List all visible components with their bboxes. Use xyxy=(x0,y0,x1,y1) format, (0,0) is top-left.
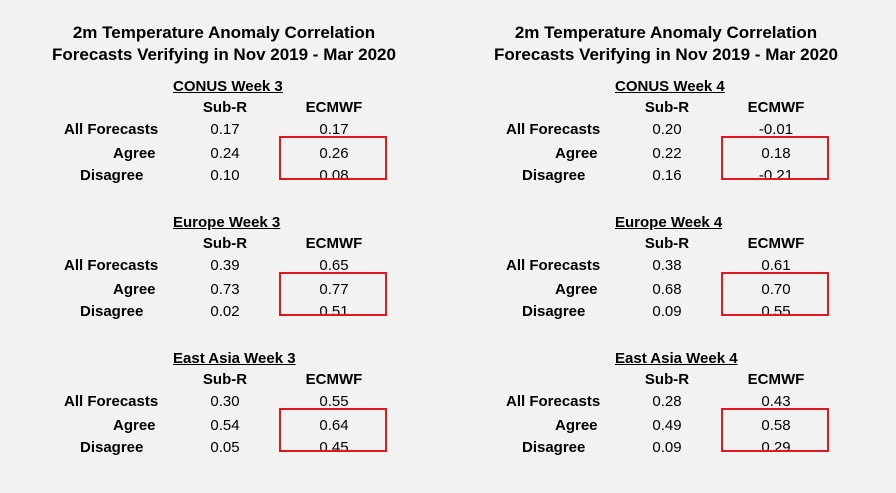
subr-value: 0.09 xyxy=(652,303,682,320)
ecmwf-value: 0.64 xyxy=(319,417,349,434)
subr-value: 0.17 xyxy=(210,121,240,138)
col-header-ecmwf: ECMWF xyxy=(747,371,805,388)
block-title: Europe Week 4 xyxy=(615,214,723,231)
row-label: Disagree xyxy=(522,303,586,320)
east-asia-week3-table: East Asia Week 3 Sub-R ECMWF All Forecas… xyxy=(0,350,448,480)
row-label: Agree xyxy=(555,145,598,162)
col-header-subr: Sub-R xyxy=(202,371,248,388)
subr-value: 0.16 xyxy=(652,167,682,184)
block-title: East Asia Week 3 xyxy=(173,350,296,367)
highlight-box xyxy=(721,136,829,180)
east-asia-week4-table: East Asia Week 4 Sub-R ECMWF All Forecas… xyxy=(442,350,890,480)
row-agree: Agree 0.54 0.64 xyxy=(0,417,448,437)
row-all-forecasts: All Forecasts 0.39 0.65 xyxy=(0,257,448,277)
ecmwf-value: 0.55 xyxy=(319,393,349,410)
subr-value: 0.49 xyxy=(652,417,682,434)
ecmwf-value: 0.17 xyxy=(319,121,349,138)
subr-value: 0.30 xyxy=(210,393,240,410)
block-title: East Asia Week 4 xyxy=(615,350,738,367)
subr-value: 0.22 xyxy=(652,145,682,162)
row-all-forecasts: All Forecasts 0.28 0.43 xyxy=(442,393,890,413)
ecmwf-value: 0.58 xyxy=(761,417,791,434)
highlight-box xyxy=(279,272,387,316)
title-line-2: Forecasts Verifying in Nov 2019 - Mar 20… xyxy=(494,45,838,64)
subr-value: 0.39 xyxy=(210,257,240,274)
row-label: Disagree xyxy=(522,167,586,184)
highlight-box xyxy=(721,272,829,316)
row-label: Agree xyxy=(555,281,598,298)
ecmwf-value: 0.26 xyxy=(319,145,349,162)
col-header-ecmwf: ECMWF xyxy=(747,99,805,116)
subr-value: 0.02 xyxy=(210,303,240,320)
col-header-ecmwf: ECMWF xyxy=(305,371,363,388)
subr-value: 0.38 xyxy=(652,257,682,274)
row-label: Agree xyxy=(113,417,156,434)
row-label: All Forecasts xyxy=(64,393,159,410)
ecmwf-value: 0.70 xyxy=(761,281,791,298)
subr-value: 0.68 xyxy=(652,281,682,298)
row-all-forecasts: All Forecasts 0.17 0.17 xyxy=(0,121,448,141)
row-label: Disagree xyxy=(80,439,144,456)
title-line-1: 2m Temperature Anomaly Correlation xyxy=(72,23,376,42)
row-agree: Agree 0.73 0.77 xyxy=(0,281,448,301)
col-header-subr: Sub-R xyxy=(644,371,690,388)
row-agree: Agree 0.24 0.26 xyxy=(0,145,448,165)
block-title: CONUS Week 3 xyxy=(173,78,283,95)
panel-title: 2m Temperature Anomaly Correlation Forec… xyxy=(0,22,448,66)
ecmwf-value: 0.65 xyxy=(319,257,349,274)
row-agree: Agree 0.68 0.70 xyxy=(442,281,890,301)
col-header-subr: Sub-R xyxy=(202,235,248,252)
europe-week4-table: Europe Week 4 Sub-R ECMWF All Forecasts … xyxy=(442,214,890,344)
conus-week4-table: CONUS Week 4 Sub-R ECMWF All Forecasts 0… xyxy=(442,78,890,208)
row-label: All Forecasts xyxy=(506,121,601,138)
row-all-forecasts: All Forecasts 0.30 0.55 xyxy=(0,393,448,413)
row-label: Disagree xyxy=(80,303,144,320)
right-panel: 2m Temperature Anomaly Correlation Forec… xyxy=(442,0,890,493)
ecmwf-value: -0.01 xyxy=(758,121,794,138)
ecmwf-value: 0.43 xyxy=(761,393,791,410)
conus-week3-table: CONUS Week 3 Sub-R ECMWF All Forecasts 0… xyxy=(0,78,448,208)
ecmwf-value: 0.77 xyxy=(319,281,349,298)
row-label: Agree xyxy=(113,145,156,162)
subr-value: 0.28 xyxy=(652,393,682,410)
highlight-box xyxy=(279,136,387,180)
col-header-subr: Sub-R xyxy=(644,99,690,116)
col-header-ecmwf: ECMWF xyxy=(305,99,363,116)
row-agree: Agree 0.49 0.58 xyxy=(442,417,890,437)
ecmwf-value: 0.61 xyxy=(761,257,791,274)
subr-value: 0.05 xyxy=(210,439,240,456)
row-label: Agree xyxy=(113,281,156,298)
highlight-box xyxy=(721,408,829,452)
row-label: Disagree xyxy=(522,439,586,456)
row-agree: Agree 0.22 0.18 xyxy=(442,145,890,165)
block-title: Europe Week 3 xyxy=(173,214,281,231)
row-label: All Forecasts xyxy=(506,257,601,274)
left-panel: 2m Temperature Anomaly Correlation Forec… xyxy=(0,22,448,480)
col-header-subr: Sub-R xyxy=(644,235,690,252)
europe-week3-table: Europe Week 3 Sub-R ECMWF All Forecasts … xyxy=(0,214,448,344)
highlight-box xyxy=(279,408,387,452)
title-line-1: 2m Temperature Anomaly Correlation xyxy=(514,23,818,42)
row-label: All Forecasts xyxy=(64,257,159,274)
subr-value: 0.20 xyxy=(652,121,682,138)
col-header-subr: Sub-R xyxy=(202,99,248,116)
row-label: Agree xyxy=(555,417,598,434)
block-title: CONUS Week 4 xyxy=(615,78,725,95)
subr-value: 0.73 xyxy=(210,281,240,298)
row-all-forecasts: All Forecasts 0.38 0.61 xyxy=(442,257,890,277)
row-all-forecasts: All Forecasts 0.20 -0.01 xyxy=(442,121,890,141)
subr-value: 0.10 xyxy=(210,167,240,184)
panel-title: 2m Temperature Anomaly Correlation Forec… xyxy=(442,22,890,66)
row-label: Disagree xyxy=(80,167,144,184)
ecmwf-value: 0.18 xyxy=(761,145,791,162)
col-header-ecmwf: ECMWF xyxy=(747,235,805,252)
subr-value: 0.54 xyxy=(210,417,240,434)
subr-value: 0.09 xyxy=(652,439,682,456)
col-header-ecmwf: ECMWF xyxy=(305,235,363,252)
row-label: All Forecasts xyxy=(64,121,159,138)
row-label: All Forecasts xyxy=(506,393,601,410)
subr-value: 0.24 xyxy=(210,145,240,162)
title-line-2: Forecasts Verifying in Nov 2019 - Mar 20… xyxy=(52,45,396,64)
